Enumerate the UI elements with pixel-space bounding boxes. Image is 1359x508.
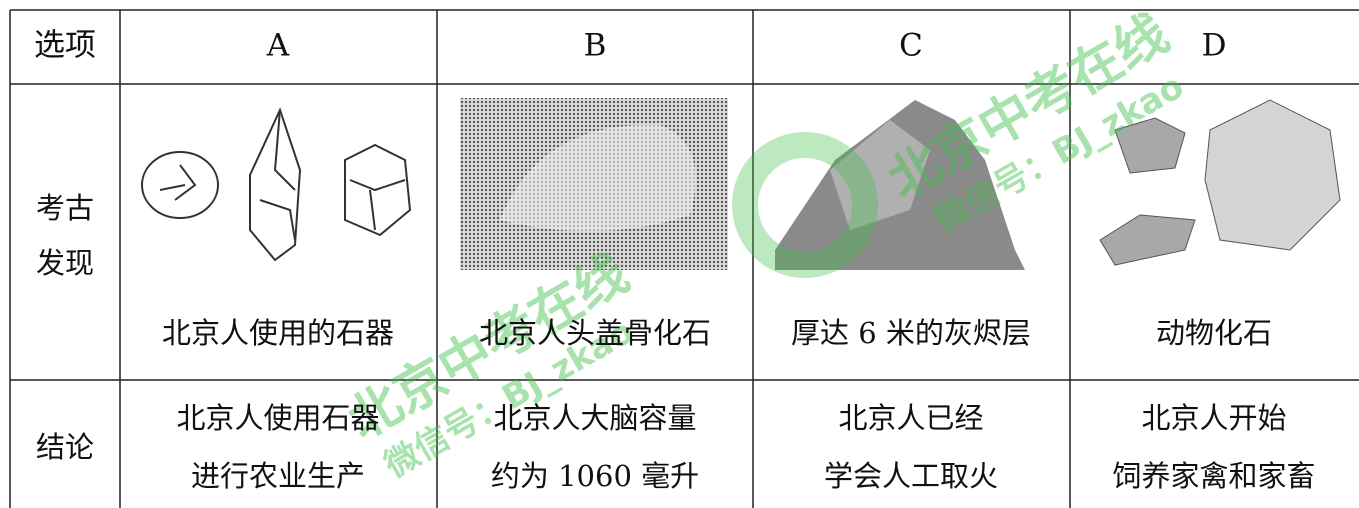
stone-tools-image [141, 107, 412, 262]
conclusion: 饲养家禽和家畜 [1112, 459, 1315, 493]
caption: 北京人头盖骨化石 [479, 316, 711, 350]
caption: 厚达 6 米的灰烬层 [791, 316, 1031, 350]
conclusion: 学会人工取火 [824, 459, 998, 493]
row-label: 考古 [36, 191, 94, 225]
header-cell: C [899, 28, 923, 64]
header-cell: A [266, 28, 290, 64]
conclusion: 北京人开始 [1141, 401, 1286, 435]
conclusion: 约为 1060 毫升 [491, 459, 699, 493]
header-cell: 选项 [34, 28, 96, 64]
row-label: 结论 [36, 430, 94, 464]
conclusion: 北京人大脑容量 [493, 401, 696, 435]
animal-fossils-image [1099, 99, 1341, 266]
header-cell: B [584, 28, 607, 64]
header-cell: D [1202, 28, 1227, 64]
table-grid [9, 9, 1359, 508]
ash-layer-image [775, 100, 1025, 270]
conclusion: 北京人已经 [838, 401, 983, 435]
caption: 北京人使用的石器 [162, 316, 394, 350]
skull-image [460, 98, 728, 270]
conclusion: 北京人使用石器 [176, 401, 379, 435]
conclusion: 进行农业生产 [191, 459, 365, 493]
caption: 动物化石 [1156, 316, 1272, 350]
row-label: 发现 [36, 246, 94, 280]
